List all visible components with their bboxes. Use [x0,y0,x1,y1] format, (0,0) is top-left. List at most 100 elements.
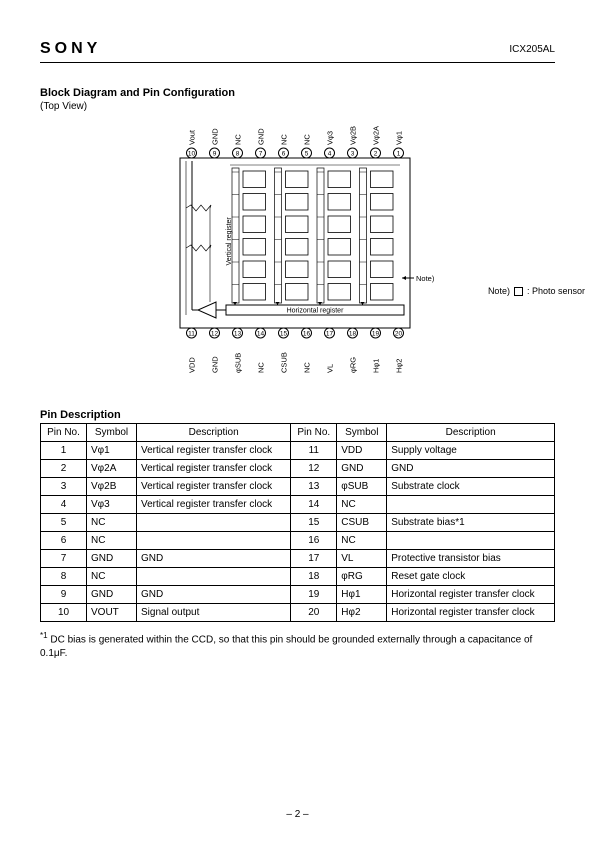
table-header-cell: Symbol [87,424,137,442]
svg-text:VL: VL [326,364,335,373]
cell-description: GND [387,460,555,478]
svg-text:φRG: φRG [349,357,358,373]
cell-description: Horizontal register transfer clock [387,604,555,622]
svg-text:2: 2 [374,151,378,158]
table-header-cell: Description [387,424,555,442]
svg-text:GND: GND [211,128,220,145]
svg-text:3: 3 [351,151,355,158]
svg-text:Vφ2A: Vφ2A [372,126,381,145]
table-row: 8NC18φRGReset gate clock [41,568,555,586]
svg-text:20: 20 [395,331,403,338]
cell-symbol: Hφ1 [337,586,387,604]
cell-description: Supply voltage [387,442,555,460]
svg-text:CSUB: CSUB [280,352,289,373]
legend-square-icon [514,287,523,296]
cell-pin-no: 4 [41,496,87,514]
table-header-cell: Description [137,424,291,442]
table-header-cell: Symbol [337,424,387,442]
cell-pin-no: 11 [291,442,337,460]
cell-symbol: VL [337,550,387,568]
cell-pin-no: 13 [291,478,337,496]
svg-text:13: 13 [234,331,242,338]
cell-symbol: GND [87,550,137,568]
table-row: 6NC16NC [41,532,555,550]
table-header-cell: Pin No. [291,424,337,442]
cell-pin-no: 5 [41,514,87,532]
pin-description-table: Pin No.SymbolDescriptionPin No.SymbolDes… [40,423,555,622]
cell-symbol: NC [87,568,137,586]
cell-pin-no: 6 [41,532,87,550]
svg-text:7: 7 [259,151,263,158]
cell-description: GND [137,586,291,604]
table-row: 5NC15CSUBSubstrate bias*1 [41,514,555,532]
cell-pin-no: 8 [41,568,87,586]
svg-text:NC: NC [303,134,312,145]
cell-symbol: Vφ2A [87,460,137,478]
page-header: SONY ICX205AL [40,40,555,63]
cell-pin-no: 2 [41,460,87,478]
brand-logo: SONY [40,40,101,58]
diagram-svg-holder: 10Vout9GND8NC7GND6NC5NC4Vφ33Vφ2B2Vφ2A1Vφ… [150,116,460,394]
svg-text:Hφ2: Hφ2 [395,359,404,373]
svg-text:16: 16 [303,331,311,338]
cell-pin-no: 19 [291,586,337,604]
svg-text:Vertical register: Vertical register [226,217,233,266]
cell-description: Substrate bias*1 [387,514,555,532]
cell-symbol: NC [87,514,137,532]
svg-text:5: 5 [305,151,309,158]
svg-text:17: 17 [326,331,334,338]
table-row: 7GNDGND17VLProtective transistor bias [41,550,555,568]
cell-description [387,532,555,550]
cell-description: Vertical register transfer clock [137,442,291,460]
footnote-marker: *1 [40,631,48,640]
cell-description: Vertical register transfer clock [137,496,291,514]
svg-text:Vφ1: Vφ1 [395,131,404,145]
cell-symbol: Vφ1 [87,442,137,460]
svg-text:15: 15 [280,331,288,338]
svg-text:Note): Note) [416,274,435,283]
svg-text:8: 8 [236,151,240,158]
table-row: 9GNDGND19Hφ1Horizontal register transfer… [41,586,555,604]
cell-description: Protective transistor bias [387,550,555,568]
svg-text:4: 4 [328,151,332,158]
block-diagram-svg: 10Vout9GND8NC7GND6NC5NC4Vφ33Vφ2B2Vφ2A1Vφ… [150,116,460,391]
section-title-pin-description: Pin Description [40,409,555,421]
svg-text:φSUB: φSUB [234,353,243,373]
cell-pin-no: 12 [291,460,337,478]
page-number: – 2 – [40,809,555,820]
part-number: ICX205AL [509,44,555,55]
cell-pin-no: 16 [291,532,337,550]
cell-description: Substrate clock [387,478,555,496]
cell-pin-no: 10 [41,604,87,622]
svg-text:Vφ2B: Vφ2B [349,126,358,145]
cell-pin-no: 20 [291,604,337,622]
svg-text:NC: NC [234,134,243,145]
cell-pin-no: 1 [41,442,87,460]
legend-note-word: Note) [488,286,510,296]
cell-symbol: Hφ2 [337,604,387,622]
cell-symbol: VOUT [87,604,137,622]
cell-pin-no: 9 [41,586,87,604]
table-row: 10VOUTSignal output20Hφ2Horizontal regis… [41,604,555,622]
table-row: 2Vφ2AVertical register transfer clock12 G… [41,460,555,478]
svg-text:18: 18 [349,331,357,338]
svg-text:1: 1 [397,151,401,158]
cell-description: GND [137,550,291,568]
cell-symbol: NC [337,496,387,514]
svg-text:11: 11 [188,331,195,338]
cell-symbol: VDD [337,442,387,460]
block-diagram: 10Vout9GND8NC7GND6NC5NC4Vφ33Vφ2B2Vφ2A1Vφ… [40,116,555,391]
svg-text:6: 6 [282,151,286,158]
legend-label: : Photo sensor [527,286,585,296]
legend-photo-sensor: Note) : Photo sensor [488,286,585,296]
section-subtitle: (Top View) [40,101,555,112]
table-row: 3Vφ2BVertical register transfer clock13φ… [41,478,555,496]
footnote-text: DC bias is generated within the CCD, so … [40,634,532,659]
svg-text:NC: NC [280,134,289,145]
svg-text:VDD: VDD [188,357,197,373]
cell-symbol: NC [87,532,137,550]
svg-text:Vφ3: Vφ3 [326,131,335,145]
cell-pin-no: 18 [291,568,337,586]
cell-description: Vertical register transfer clock [137,460,291,478]
cell-pin-no: 7 [41,550,87,568]
